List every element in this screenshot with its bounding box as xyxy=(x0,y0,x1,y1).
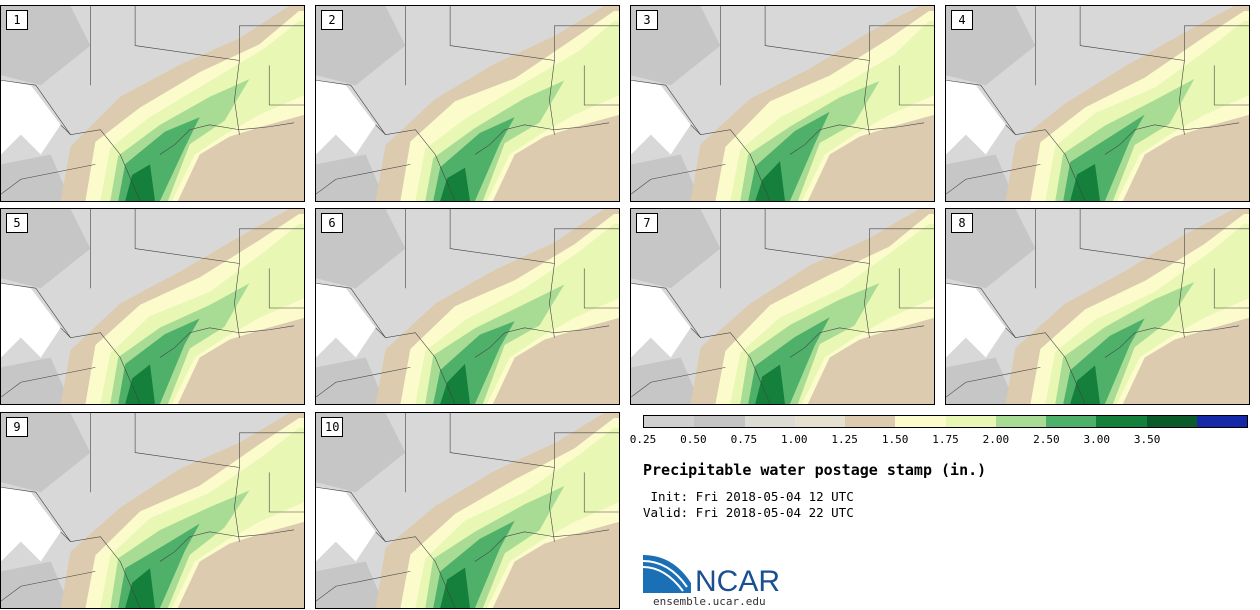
colorbar xyxy=(643,415,1248,428)
member-panel: 7 xyxy=(630,208,935,405)
member-number-label: 6 xyxy=(321,213,343,233)
member-number-label: 3 xyxy=(636,10,658,30)
member-panel: 9 xyxy=(0,412,305,609)
member-number-label: 9 xyxy=(6,417,28,437)
colorbar-swatch xyxy=(1046,416,1097,427)
colorbar-swatch xyxy=(744,416,795,427)
member-panel: 1 xyxy=(0,5,305,202)
member-panel: 3 xyxy=(630,5,935,202)
colorbar-tick-label: 0.25 xyxy=(629,433,657,446)
member-number-label: 10 xyxy=(321,417,344,437)
init-time: Init: Fri 2018-05-04 12 UTC xyxy=(643,489,854,504)
colorbar-tick-label: 2.50 xyxy=(1033,433,1060,446)
figure-title: Precipitable water postage stamp (in.) xyxy=(643,461,987,479)
member-panel: 2 xyxy=(315,5,620,202)
colorbar-swatch xyxy=(1096,416,1147,427)
member-number-label: 7 xyxy=(636,213,658,233)
colorbar-swatch xyxy=(1196,416,1247,427)
colorbar-ticks: 0.25 0.50 0.75 1.00 1.25 1.50 1.75 2.00 2.50 3.00… xyxy=(630,433,1260,447)
member-panel: 8 xyxy=(945,208,1250,405)
logo-wordmark: NCAR xyxy=(695,565,780,595)
colorbar-tick-label: 1.50 xyxy=(881,433,909,446)
colorbar-tick-label: 0.75 xyxy=(730,433,758,446)
colorbar-swatch xyxy=(995,416,1046,427)
ncar-logo: NCAR xyxy=(643,555,780,595)
colorbar-swatch xyxy=(895,416,946,427)
member-number-label: 1 xyxy=(6,10,28,30)
colorbar-tick-label: 1.25 xyxy=(831,433,858,446)
colorbar-tick-label: 3.00 xyxy=(1083,433,1111,446)
member-panel: 6 xyxy=(315,208,620,405)
colorbar-swatch xyxy=(644,416,695,427)
member-panel: 10 xyxy=(315,412,620,609)
site-url: ensemble.ucar.edu xyxy=(653,595,766,608)
colorbar-swatch xyxy=(845,416,896,427)
member-panel: 5 xyxy=(0,208,305,405)
member-number-label: 4 xyxy=(951,10,973,30)
colorbar-tick-label: 1.00 xyxy=(781,433,808,446)
colorbar-swatch xyxy=(794,416,845,427)
member-panel: 4 xyxy=(945,5,1250,202)
member-number-label: 5 xyxy=(6,213,28,233)
colorbar-tick-label: 3.50 xyxy=(1133,433,1161,446)
colorbar-tick-label: 2.00 xyxy=(982,433,1010,446)
colorbar-swatch xyxy=(694,416,745,427)
colorbar-swatch xyxy=(945,416,996,427)
valid-time: Valid: Fri 2018-05-04 22 UTC xyxy=(643,505,854,520)
colorbar-tick-label: 1.75 xyxy=(932,433,959,446)
colorbar-tick-label: 0.50 xyxy=(680,433,707,446)
colorbar-swatch xyxy=(1146,416,1197,427)
member-number-label: 8 xyxy=(951,213,973,233)
member-number-label: 2 xyxy=(321,10,343,30)
